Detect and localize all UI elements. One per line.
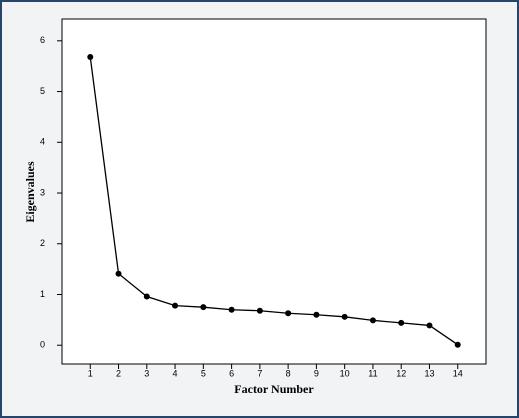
y-tick-label: 2 bbox=[40, 238, 45, 248]
x-tick-label: 9 bbox=[314, 368, 319, 378]
x-axis-title: Factor Number bbox=[234, 382, 314, 396]
y-tick-label: 3 bbox=[40, 187, 45, 197]
y-tick-label: 0 bbox=[40, 340, 45, 350]
y-tick-label: 1 bbox=[40, 289, 45, 299]
point bbox=[172, 302, 179, 309]
point bbox=[285, 310, 292, 317]
x-tick-label: 11 bbox=[368, 368, 377, 378]
plot-area bbox=[61, 18, 487, 365]
point bbox=[398, 319, 405, 326]
x-tick-label: 6 bbox=[229, 368, 234, 378]
point bbox=[341, 313, 348, 320]
x-tick-label: 7 bbox=[257, 368, 262, 378]
point bbox=[369, 317, 376, 324]
point bbox=[87, 54, 94, 61]
x-tick-label: 5 bbox=[201, 368, 206, 378]
x-tick-label: 1 bbox=[88, 368, 93, 378]
y-axis-title: Eigenvalues bbox=[23, 161, 37, 223]
point bbox=[228, 306, 235, 313]
point bbox=[115, 270, 122, 277]
x-tick-label: 3 bbox=[144, 368, 149, 378]
x-tick-label: 4 bbox=[173, 368, 178, 378]
point bbox=[313, 311, 320, 318]
y-tick-label: 4 bbox=[40, 137, 45, 147]
point bbox=[200, 304, 207, 311]
y-tick-label: 6 bbox=[40, 35, 45, 45]
line bbox=[89, 56, 459, 346]
point bbox=[256, 307, 263, 314]
point bbox=[426, 322, 433, 329]
y-tick-label: 5 bbox=[40, 86, 45, 96]
x-tick-label: 8 bbox=[286, 368, 291, 378]
point bbox=[454, 341, 461, 348]
point bbox=[143, 293, 150, 300]
x-tick-label: 13 bbox=[424, 368, 434, 378]
x-tick-label: 10 bbox=[340, 368, 350, 378]
x-tick-label: 2 bbox=[116, 368, 121, 378]
x-tick-label: 12 bbox=[396, 368, 406, 378]
x-tick-label: 14 bbox=[453, 368, 463, 378]
